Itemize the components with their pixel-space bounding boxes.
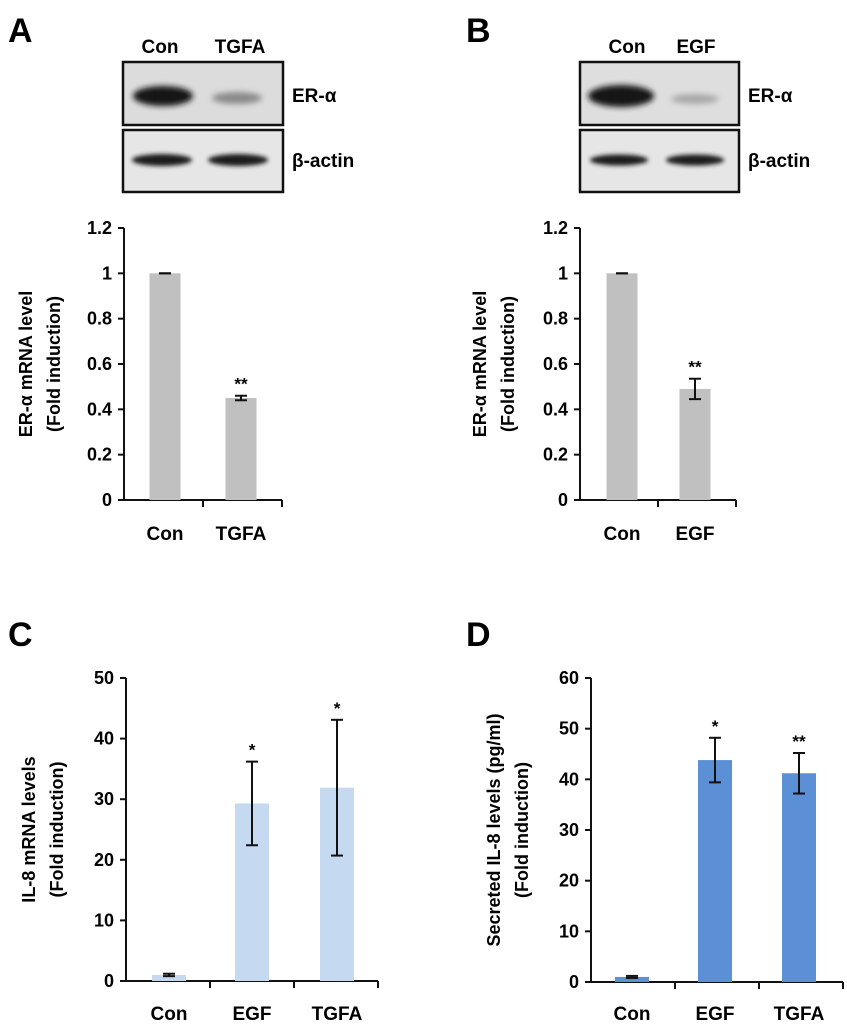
chart-b-bar-egf: [679, 388, 711, 500]
chart-d-significance-egf: *: [712, 717, 719, 736]
chart-b-ytick-label: 1: [558, 263, 568, 283]
chart-d-category-label-tgfa: TGFA: [774, 1004, 825, 1025]
chart-d-ytick-label: 50: [559, 719, 579, 739]
blot-a-er-alpha-band-tgfa: [212, 92, 262, 104]
chart-c-ytick-label: 10: [94, 910, 114, 930]
chart-a-category-label-con: Con: [147, 524, 184, 545]
chart-b-ytick-label: 0.6: [543, 354, 568, 374]
chart-c-ytick-label: 0: [104, 971, 114, 991]
chart-a-ytick-label: 0.8: [87, 309, 112, 329]
chart-d-ytick-label: 10: [559, 921, 579, 941]
chart-b-bar-con: [606, 273, 638, 500]
chart-d-bar-egf: [698, 760, 732, 982]
chart-a-ytick-label: 0: [102, 490, 112, 510]
blot-b-row-er-alpha: ER-α: [748, 86, 793, 107]
chart-c-ytick-label: 50: [94, 668, 114, 688]
chart-a-category-label-tgfa: TGFA: [216, 524, 267, 545]
chart-b-y-axis-label-line-1: ER-α mRNA level: [470, 291, 490, 437]
chart-c-significance-tgfa: *: [334, 699, 341, 718]
chart-d-ytick-label: 30: [559, 820, 579, 840]
chart-c-category-label-egf: EGF: [232, 1004, 271, 1025]
chart-b-ytick-label: 0.4: [543, 399, 568, 419]
chart-c-y-axis-label-line-1: IL-8 mRNA levels: [19, 756, 39, 902]
chart-d-ytick-label: 60: [559, 668, 579, 688]
chart-d-ytick-label: 40: [559, 769, 579, 789]
panel-letter-a: A: [8, 12, 33, 50]
chart-b-category-label-egf: EGF: [675, 524, 714, 545]
blot-a-er-alpha-band-con: [133, 86, 193, 106]
chart-b-ytick-label: 1.2: [543, 218, 568, 238]
panel-letter-d: D: [466, 616, 491, 654]
chart-c-category-label-con: Con: [151, 1004, 188, 1025]
chart-d-bar-con: [615, 976, 649, 982]
chart-a-bar-tgfa: [225, 398, 257, 500]
chart-d-y-axis-label-line-1: Secreted IL-8 levels (pg/ml): [484, 713, 504, 946]
chart-c-bar-con: [152, 974, 186, 981]
blot-b-column-con: Con: [609, 37, 646, 58]
chart-b-y-axis-label-line-2: (Fold induction): [498, 296, 518, 432]
chart-a-ytick-label: 0.2: [87, 445, 112, 465]
chart-d-category-label-con: Con: [614, 1004, 651, 1025]
blot-a-actin-band-tgfa: [208, 154, 268, 166]
chart-b-er-alpha-mrna-egf: 0 0.2 0.4 0.6 0.8 1 1.2 Con ** EGF ER-α mRNA level…: [470, 218, 737, 545]
chart-c-category-label-tgfa: TGFA: [312, 1004, 363, 1025]
chart-a-bar-con: [149, 273, 181, 500]
chart-a-ytick-label: 1: [102, 263, 112, 283]
blot-b-row-beta-actin: β-actin: [748, 151, 810, 172]
chart-d-ytick-label: 0: [569, 972, 579, 992]
chart-c-ytick-label: 40: [94, 729, 114, 749]
blot-b-actin-band-egf: [666, 154, 724, 166]
chart-b-significance-egf: **: [688, 358, 702, 377]
chart-b-ytick-label: 0.2: [543, 445, 568, 465]
chart-a-ytick-label: 1.2: [87, 218, 112, 238]
chart-d-secreted-il8: 0 10 20 30 40 50 60 Con * EGF ** TGFA Secreted IL-8 …: [484, 668, 844, 1025]
chart-d-significance-tgfa: **: [792, 732, 806, 751]
chart-b-ytick-label: 0.8: [543, 309, 568, 329]
chart-a-y-axis-label-line-2: (Fold induction): [44, 296, 64, 432]
blot-b-column-egf: EGF: [676, 37, 715, 58]
chart-c-ytick-label: 20: [94, 850, 114, 870]
blot-b-er-alpha-band-egf: [671, 94, 719, 104]
chart-c-significance-egf: *: [249, 741, 256, 760]
chart-c-y-axis-label-line-2: (Fold induction): [47, 762, 67, 898]
chart-a-er-alpha-mrna-tgfa: 0 0.2 0.4 0.6 0.8 1 1.2 Con ** TGFA ER-α mRNA leve…: [16, 218, 283, 545]
panel-letter-c: C: [8, 616, 33, 654]
chart-b-ytick-label: 0: [558, 490, 568, 510]
blot-a-row-er-alpha: ER-α: [292, 86, 337, 107]
chart-d-y-axis-label-line-2: (Fold induction): [512, 762, 532, 898]
blot-a-column-tgfa: TGFA: [215, 37, 266, 58]
chart-a-ytick-label: 0.6: [87, 354, 112, 374]
blot-b-actin-band-con: [590, 154, 648, 166]
blot-a-column-con: Con: [142, 37, 179, 58]
chart-d-category-label-egf: EGF: [695, 1004, 734, 1025]
chart-c-il8-mrna: 0 10 20 30 40 50 Con * EGF * TGFA IL-8 mRNA levels (…: [19, 668, 379, 1025]
blot-a-actin-band-con: [132, 154, 192, 166]
blot-b-er-alpha-band-con: [588, 85, 654, 107]
chart-d-bar-tgfa: [782, 773, 816, 982]
chart-d-ytick-label: 20: [559, 871, 579, 891]
panel-letter-b: B: [466, 12, 491, 50]
chart-c-ytick-label: 30: [94, 789, 114, 809]
chart-a-significance-tgfa: **: [234, 375, 248, 394]
chart-a-ytick-label: 0.4: [87, 399, 112, 419]
chart-b-category-label-con: Con: [604, 524, 641, 545]
blot-a-row-beta-actin: β-actin: [292, 151, 354, 172]
chart-a-y-axis-label-line-1: ER-α mRNA level: [16, 291, 36, 437]
